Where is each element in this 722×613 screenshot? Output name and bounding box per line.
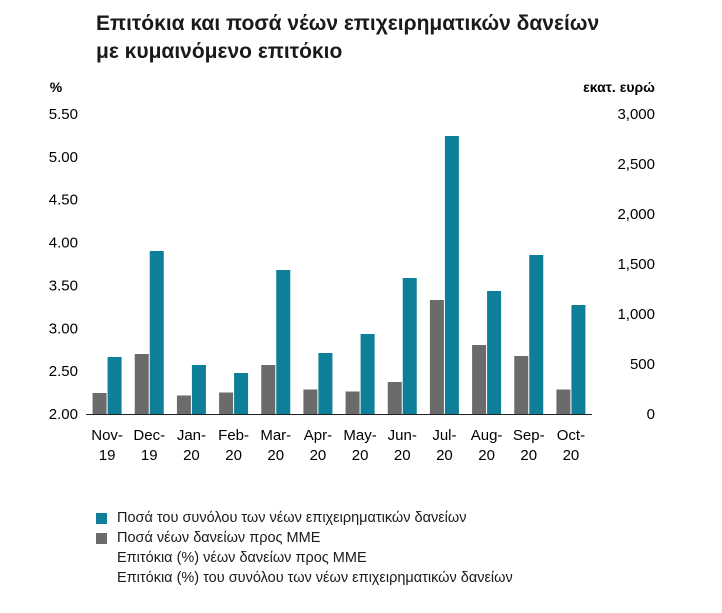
bar-total-amount [107, 357, 122, 414]
bar-sme-amount [556, 389, 571, 414]
right-tick-label: 0 [647, 406, 655, 423]
right-tick-label: 500 [630, 356, 655, 373]
x-tick-label-month: Oct- [557, 427, 585, 444]
right-tick-label: 3,000 [617, 106, 655, 123]
legend-swatch-total [96, 512, 107, 524]
bar-total-amount [191, 365, 206, 414]
left-tick-label: 3.50 [49, 277, 78, 294]
legend-label-sme-rates: Επιτόκια (%) νέων δανείων προς ΜΜΕ [117, 550, 367, 566]
legend-item-sme-amounts: Ποσά νέων δανείων προς ΜΜΕ [96, 528, 513, 548]
left-tick-label: 3.00 [49, 320, 78, 337]
left-tick-label: 4.50 [49, 192, 78, 209]
x-tick-label-year: 20 [563, 447, 580, 464]
legend-label-total-rates: Επιτόκια (%) του συνόλου των νέων επιχει… [117, 570, 513, 586]
right-tick-label: 1,000 [617, 306, 655, 323]
bar-sme-amount [429, 300, 444, 414]
bar-sme-amount [345, 391, 360, 414]
left-tick-label: 5.50 [49, 106, 78, 123]
bar-total-amount [571, 305, 586, 414]
left-tick-label: 4.00 [49, 235, 78, 252]
left-tick-label: 2.50 [49, 363, 78, 380]
bar-total-amount [529, 255, 544, 414]
bar-total-amount [360, 334, 375, 414]
bar-sme-amount [261, 365, 276, 414]
x-tick-label-year: 20 [183, 447, 200, 464]
x-tick-label-month: Sep- [513, 427, 545, 444]
bar-total-amount [276, 270, 291, 414]
legend-label-total: Ποσά του συνόλου των νέων επιχειρηματικώ… [117, 510, 467, 526]
x-tick-label-year: 20 [225, 447, 242, 464]
left-tick-label: 2.00 [49, 406, 78, 423]
x-tick-label-month: Feb- [218, 427, 249, 444]
bar-sme-amount [514, 356, 529, 414]
chart-title: Επιτόκια και ποσά νέων επιχειρηματικών δ… [96, 10, 599, 66]
x-tick-label-month: May- [343, 427, 376, 444]
bar-total-amount [402, 278, 417, 414]
chart-title-line-1: Επιτόκια και ποσά νέων επιχειρηματικών δ… [96, 12, 600, 35]
bar-sme-amount [92, 393, 107, 414]
x-tick-label-year: 20 [520, 447, 537, 464]
legend-item-total-rates: Επιτόκια (%) του συνόλου των νέων επιχει… [96, 568, 513, 588]
bar-sme-amount [387, 382, 402, 414]
legend-label-sme: Ποσά νέων δανείων προς ΜΜΕ [117, 530, 321, 546]
x-tick-label-year: 19 [99, 447, 116, 464]
x-tick-label-year: 20 [394, 447, 411, 464]
x-tick-label-year: 20 [310, 447, 327, 464]
bar-total-amount [318, 353, 333, 414]
x-tick-label-year: 20 [267, 447, 284, 464]
bar-sme-amount [134, 354, 149, 414]
x-tick-label-month: Jul- [432, 427, 456, 444]
left-axis-label: % [50, 79, 63, 95]
x-tick-label-month: Jun- [388, 427, 417, 444]
chart-title-line-2: με κυμαινόμενο επιτόκιο [96, 40, 343, 63]
x-tick-label-month: Mar- [260, 427, 291, 444]
x-tick-label-month: Aug- [471, 427, 503, 444]
bar-sme-amount [472, 345, 487, 414]
bar-total-amount [149, 251, 164, 414]
right-tick-label: 2,000 [617, 206, 655, 223]
x-tick-label-month: Jan- [177, 427, 206, 444]
bar-total-amount [234, 373, 249, 414]
x-tick-label-year: 19 [141, 447, 158, 464]
left-tick-label: 5.00 [49, 149, 78, 166]
x-tick-label-year: 20 [436, 447, 453, 464]
legend-swatch-sme [96, 532, 107, 544]
bar-sme-amount [176, 395, 191, 414]
right-tick-label: 2,500 [617, 156, 655, 173]
right-axis-label: εκατ. ευρώ [583, 79, 655, 95]
right-tick-label: 1,500 [617, 256, 655, 273]
bar-total-amount [444, 136, 459, 414]
bar-total-amount [487, 291, 502, 414]
legend-item-sme-rates: Επιτόκια (%) νέων δανείων προς ΜΜΕ [96, 548, 513, 568]
chart-legend: Ποσά του συνόλου των νέων επιχειρηματικώ… [96, 508, 513, 588]
x-tick-label-month: Apr- [304, 427, 332, 444]
x-tick-label-year: 20 [478, 447, 495, 464]
legend-item-total-amounts: Ποσά του συνόλου των νέων επιχειρηματικώ… [96, 508, 513, 528]
bar-sme-amount [219, 392, 234, 414]
x-tick-label-year: 20 [352, 447, 369, 464]
x-tick-label-month: Dec- [133, 427, 165, 444]
bar-sme-amount [303, 389, 318, 414]
chart-plot: % εκατ. ευρώ 5.50 5.00 4.50 4.00 3.50 3.00 2.50 2… [49, 79, 655, 464]
x-tick-label-month: Nov- [91, 427, 123, 444]
